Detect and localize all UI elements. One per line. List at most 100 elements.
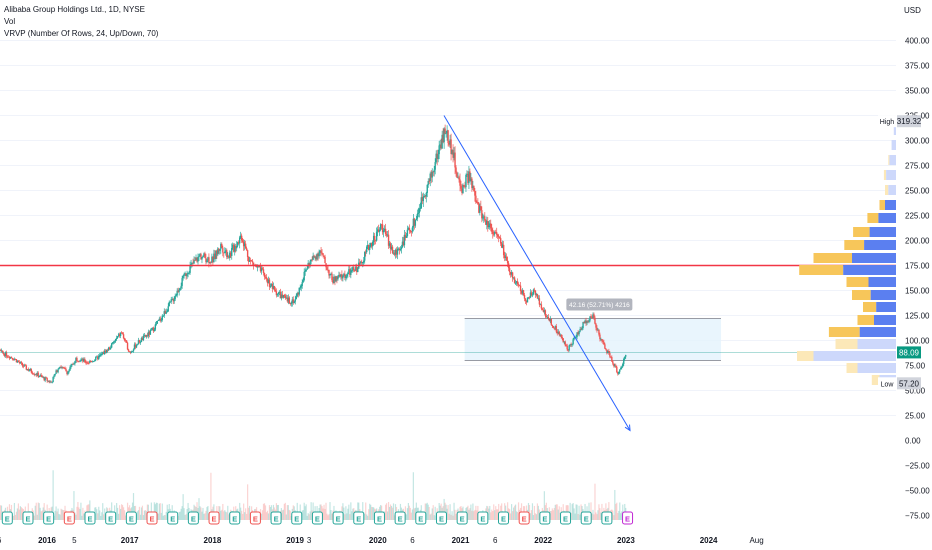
candle-body [621, 366, 623, 369]
price-axis[interactable]: 400.00375.00350.00325.00300.00275.00250.… [905, 37, 930, 521]
profile-bar-down [867, 213, 879, 223]
candle-body [449, 139, 451, 145]
candle-body [352, 267, 354, 271]
profile-bar-down [888, 155, 890, 165]
candle-body [433, 169, 435, 173]
candle-body [486, 221, 488, 225]
volume-bar [137, 510, 140, 520]
earnings-marker [63, 511, 75, 525]
candle-body [465, 174, 467, 188]
candle-body [87, 362, 89, 364]
candle-body [178, 290, 180, 292]
candle-body [536, 293, 539, 299]
candle-body [458, 177, 460, 180]
volume-bar [369, 503, 371, 520]
candle-body [508, 268, 511, 273]
candle-body [272, 286, 275, 289]
candle-body [93, 361, 95, 363]
candle-body [519, 285, 522, 292]
candle-body [524, 298, 527, 301]
volume-bar [132, 493, 135, 520]
earnings-marker-label: E [253, 515, 258, 524]
candle-body [579, 329, 581, 332]
candle-body [392, 252, 395, 254]
candle-body [201, 256, 203, 260]
candle-body [580, 329, 582, 330]
volume-bar [221, 509, 223, 520]
candle-body [434, 162, 436, 170]
candle-body [246, 250, 249, 257]
earnings-marker-label: E [25, 515, 30, 524]
candle-body [148, 331, 151, 335]
volume-bar [267, 513, 270, 520]
earnings-marker-label: E [5, 515, 10, 524]
volume-bar [15, 511, 18, 520]
candle-body [582, 322, 584, 329]
candle-body [211, 256, 213, 263]
volume-bar [330, 510, 332, 520]
candle-body [172, 299, 174, 302]
candle-body [257, 265, 260, 268]
candle-body [454, 152, 456, 168]
candle-body [4, 352, 7, 357]
earnings-marker [125, 511, 137, 525]
volume-indicator-label[interactable]: Vol [4, 17, 16, 26]
candle-body [606, 349, 608, 354]
earnings-markers[interactable]: EEEEEEEEEEEEEEEEEEEEEEEEEEEEEEEE [0, 511, 634, 525]
candle-body [554, 326, 556, 328]
horizontal-lines[interactable] [0, 264, 896, 353]
candle-body [237, 242, 240, 244]
volume-bar [493, 504, 495, 520]
candle-body [500, 243, 503, 248]
candle-body [19, 362, 22, 363]
candle-body [74, 361, 76, 364]
candle-body [53, 375, 55, 377]
volume-bar [323, 504, 325, 520]
vrvp-indicator-label[interactable]: VRVP (Number Of Rows, 24, Up/Down, 70) [4, 29, 159, 38]
candle-body [302, 280, 304, 283]
candle-body [189, 265, 191, 273]
candle-body [596, 327, 598, 331]
candle-body [597, 329, 599, 331]
candle-body [611, 357, 613, 362]
volume-bar [528, 504, 531, 520]
volume-bar [243, 503, 245, 520]
profile-bar-up [868, 277, 896, 287]
volume-bar [131, 502, 134, 520]
symbol-title[interactable]: Alibaba Group Holdings Ltd., 1D, NYSE [4, 5, 145, 14]
candle-body [516, 281, 519, 285]
volume-bar [307, 513, 309, 520]
volume-bar [490, 512, 492, 520]
volume-bar [447, 505, 449, 520]
volume-bar [160, 512, 162, 520]
candle-body [568, 345, 570, 351]
candle-body [107, 349, 109, 351]
candle-body [436, 153, 438, 159]
candle-body [59, 366, 61, 368]
candle-body [440, 144, 442, 149]
candle-body [194, 260, 196, 262]
candle-body [24, 365, 27, 367]
time-tick-label: 2016 [38, 536, 56, 545]
volume-bar [285, 514, 287, 520]
trendline[interactable] [443, 115, 631, 432]
candle-body [146, 335, 149, 337]
volume-bar [595, 512, 597, 520]
volume-bar [389, 504, 392, 520]
time-tick-label: 6 [410, 536, 415, 545]
volume-bar [56, 511, 58, 520]
volume-bar [20, 507, 22, 520]
candle-body [529, 292, 532, 298]
candle-body [238, 237, 241, 244]
volume-bar [180, 508, 182, 520]
volume-bar [261, 510, 264, 520]
volume-bar [473, 511, 475, 520]
candle-body [125, 340, 128, 343]
measure-box[interactable]: 42.16 (52.71%) 4216 [464, 298, 722, 361]
candle-body [290, 303, 292, 305]
candle-body [141, 338, 144, 341]
volume-bar [371, 506, 373, 520]
time-tick-label: 2021 [452, 536, 470, 545]
